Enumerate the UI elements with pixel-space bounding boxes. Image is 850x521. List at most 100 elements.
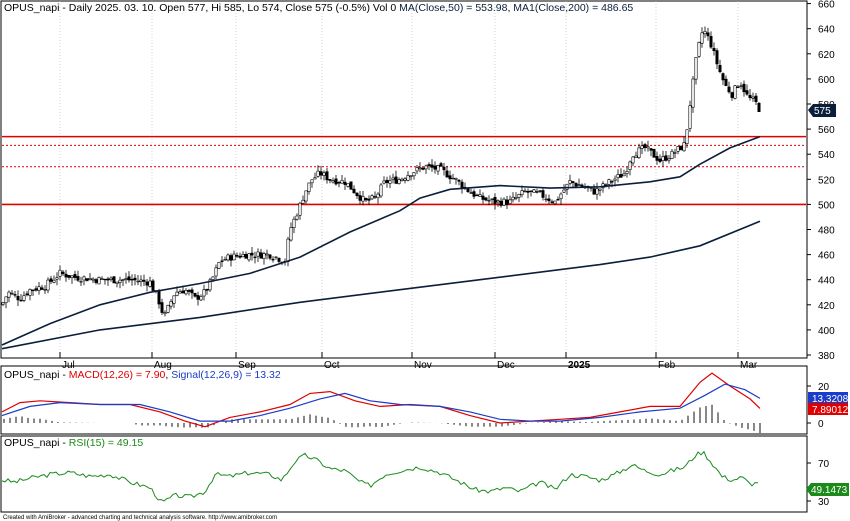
price-y-tick-label: 500 (818, 200, 835, 211)
x-tick-label: Sep (238, 360, 256, 371)
candle-body (655, 156, 659, 161)
price-y-axis: 3804004204404604805005205405605806006206… (807, 0, 835, 362)
rsi-pane (0, 435, 808, 513)
candle-body (685, 129, 689, 144)
candle-body (208, 279, 212, 291)
candle-body (652, 149, 656, 158)
candle-body (481, 195, 485, 200)
candle-body (628, 161, 632, 170)
candle-body (487, 200, 491, 202)
candle-body (301, 199, 305, 204)
candle-body (724, 78, 728, 87)
candle-body (40, 287, 44, 290)
candle-body (523, 190, 527, 193)
candle-body (427, 164, 431, 167)
candle-body (541, 190, 545, 198)
candle-body (349, 181, 353, 190)
candle-body (550, 201, 554, 203)
candle-body (592, 188, 596, 195)
candle-body (433, 165, 437, 170)
candle-body (100, 278, 104, 280)
candle-body (460, 181, 464, 189)
candle-body (136, 280, 140, 283)
candle-body (49, 278, 53, 282)
candle-body (112, 276, 116, 284)
candle-body (700, 32, 704, 44)
price-y-tick-label: 460 (818, 251, 835, 262)
candle-body (490, 198, 494, 201)
candle-body (493, 196, 497, 204)
candle-body (502, 198, 506, 206)
candle-body (25, 293, 29, 296)
candle-body (178, 291, 182, 294)
candle-body (694, 57, 698, 80)
candle-body (190, 289, 194, 294)
price-y-tick-label: 660 (818, 0, 835, 11)
candle-body (544, 198, 548, 201)
candle-body (442, 166, 446, 171)
price-y-tick-label: 420 (818, 301, 835, 312)
candle-body (637, 147, 641, 158)
price-y-tick-label: 600 (818, 75, 835, 86)
candle-body (298, 202, 302, 216)
candle-body (181, 290, 185, 294)
candle-body (85, 278, 89, 282)
candle-body (265, 253, 269, 256)
candle-body (103, 278, 107, 281)
candle-body (289, 227, 293, 241)
candle-body (334, 178, 338, 185)
candle-body (397, 179, 401, 184)
candle-body (202, 289, 206, 297)
candle-body (649, 148, 653, 151)
candle-body (328, 179, 332, 181)
signal-badge: 13.3208 (808, 392, 849, 405)
candle-body (211, 276, 215, 280)
candle-body (646, 146, 650, 149)
candle-body (184, 290, 188, 295)
candle-body (145, 281, 149, 286)
candle-body (220, 260, 224, 262)
candle-body (79, 281, 83, 283)
candle-body (340, 180, 344, 184)
candle-body (343, 181, 347, 185)
candle-body (337, 182, 341, 184)
candle-body (559, 193, 563, 200)
rsi-line (1, 450, 759, 502)
candle-body (37, 286, 41, 291)
candle-body (514, 197, 518, 199)
candle-body (682, 142, 686, 152)
candle-body (124, 278, 128, 280)
candle-body (667, 158, 671, 161)
candle-body (274, 256, 278, 258)
price-y-tick-label: 380 (818, 351, 835, 362)
candle-body (295, 215, 299, 220)
rsi-badge: 49.1473 (806, 483, 849, 496)
x-tick-label: Aug (154, 360, 172, 371)
candle-body (175, 291, 179, 296)
candle-body (223, 259, 227, 261)
candle-body (598, 188, 602, 191)
candle-body (418, 167, 422, 170)
candle-body (511, 196, 515, 201)
candle-body (370, 195, 374, 200)
candle-body (304, 190, 308, 202)
rsi-header: OPUS_napi - RSI(15) = 49.15 (4, 437, 143, 449)
x-tick-label: Nov (414, 360, 432, 371)
candle-body (466, 188, 470, 193)
candle-body (706, 32, 710, 37)
candle-body (595, 188, 599, 195)
candle-body (160, 302, 164, 313)
candle-body (127, 276, 131, 281)
x-tick-label: Feb (658, 360, 676, 371)
candle-body (424, 165, 428, 170)
candle-body (199, 296, 203, 301)
svg-text:13.3208: 13.3208 (812, 394, 849, 405)
candle-body (262, 253, 266, 260)
candle-body (13, 294, 17, 296)
price-y-tick-label: 640 (818, 25, 835, 36)
candle-body (421, 167, 425, 170)
candle-body (451, 177, 455, 180)
candle-body (439, 163, 443, 167)
candle-body (67, 275, 71, 278)
